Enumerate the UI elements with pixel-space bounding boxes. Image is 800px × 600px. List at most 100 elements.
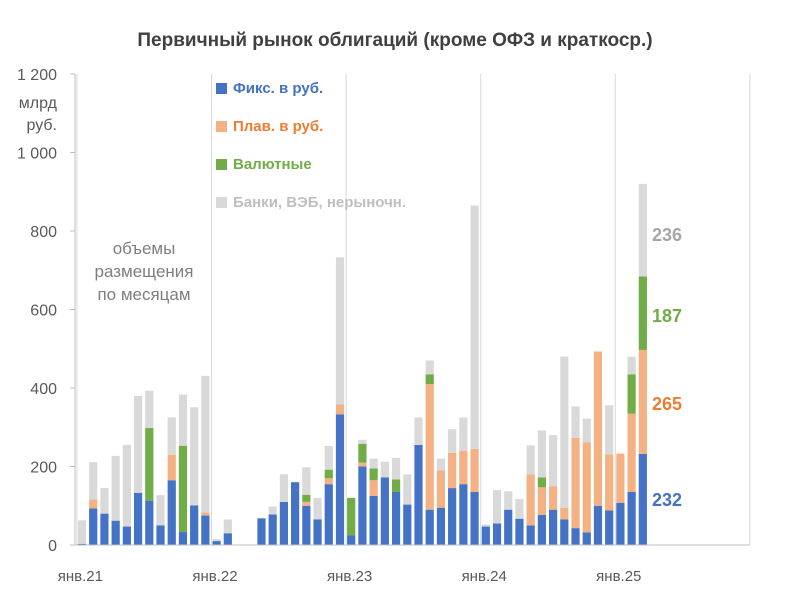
bar-currency-20 [302, 494, 311, 502]
bar-fixed-36 [481, 526, 490, 545]
bar-fixed-5 [133, 492, 143, 545]
bar-floating-22 [324, 478, 333, 485]
bar-fixed-47 [605, 510, 614, 545]
bar-floating-47 [605, 454, 614, 511]
bar-currency-31 [425, 374, 434, 385]
bar-fixed-8 [167, 480, 176, 545]
bar-other-23 [335, 257, 345, 405]
bar-other-42 [549, 435, 558, 487]
bar-fixed-9 [178, 532, 188, 545]
bar-other-12 [212, 539, 221, 542]
bar-fixed-28 [391, 492, 401, 545]
end-label-currency: 187 [652, 306, 682, 326]
x-tick-label: янв.24 [462, 568, 507, 585]
bar-other-49 [627, 356, 636, 375]
bars [77, 183, 647, 545]
bar-floating-46 [593, 351, 603, 506]
bar-fixed-2 [100, 513, 109, 545]
bar-other-10 [190, 407, 199, 506]
bar-floating-40 [526, 474, 535, 526]
bar-other-50 [638, 183, 647, 277]
annotation-line: объемы [113, 239, 176, 258]
bar-floating-31 [425, 384, 434, 510]
bar-other-7 [156, 495, 165, 526]
bar-fixed-27 [380, 477, 389, 545]
bar-fixed-40 [526, 525, 535, 545]
legend-swatch-currency [216, 159, 227, 170]
bar-fixed-43 [560, 519, 569, 545]
bar-floating-43 [560, 507, 569, 520]
bar-other-38 [504, 491, 513, 510]
bar-fixed-7 [156, 525, 165, 545]
bar-other-32 [436, 458, 446, 471]
bar-other-26 [369, 458, 378, 469]
bar-currency-26 [369, 468, 378, 481]
bar-fixed-30 [414, 444, 423, 545]
bar-fixed-49 [627, 492, 636, 545]
bar-other-11 [201, 375, 210, 513]
bar-other-17 [268, 506, 277, 515]
bar-other-36 [481, 524, 490, 527]
annotation-line: по месяцам [97, 285, 190, 304]
x-tick-label: янв.21 [58, 568, 103, 585]
legend-label-floating: Плав. в руб. [233, 118, 323, 135]
bar-fixed-39 [515, 518, 524, 545]
bar-fixed-35 [470, 492, 479, 545]
bar-floating-42 [549, 486, 558, 510]
y-axis-unit-label: млрд [19, 95, 58, 112]
bar-fixed-29 [403, 504, 412, 545]
bar-other-5 [133, 395, 143, 493]
bar-fixed-11 [201, 515, 210, 545]
bar-currency-50 [638, 276, 647, 350]
y-axis-unit-label: руб. [26, 117, 57, 134]
bar-other-6 [145, 390, 154, 429]
bar-currency-22 [324, 469, 333, 479]
bar-other-0 [77, 520, 87, 544]
bar-floating-32 [436, 470, 446, 508]
bar-floating-1 [89, 499, 98, 509]
legend-swatch-other [216, 197, 227, 208]
bar-other-35 [470, 205, 479, 449]
bar-floating-23 [335, 404, 345, 415]
bar-other-37 [492, 490, 502, 524]
y-tick-label: 1 000 [17, 146, 57, 163]
end-label-fixed: 232 [652, 490, 682, 510]
bar-other-30 [414, 417, 423, 445]
chart-title: Первичный рынок облигаций (кроме ОФЗ и к… [137, 30, 652, 51]
legend-label-currency: Валютные [233, 156, 312, 173]
bar-other-8 [167, 417, 176, 455]
x-tick-label: янв.25 [596, 568, 641, 585]
bar-currency-9 [178, 445, 188, 533]
bar-other-41 [537, 430, 546, 478]
bar-currency-41 [537, 477, 546, 488]
bar-fixed-16 [257, 518, 266, 545]
bar-fixed-37 [492, 523, 502, 545]
bar-fixed-21 [313, 519, 322, 545]
end-label-other: 236 [652, 225, 682, 245]
vertical-gridlines [76, 74, 751, 545]
bar-floating-26 [369, 480, 378, 496]
bar-fixed-13 [223, 533, 232, 545]
y-tick-label: 800 [30, 224, 57, 241]
x-tick-label: янв.23 [327, 568, 372, 585]
bar-fixed-33 [448, 488, 457, 545]
bar-floating-25 [358, 462, 367, 467]
bar-floating-44 [571, 437, 580, 529]
bar-fixed-6 [145, 500, 154, 545]
legend-label-fixed: Фикс. в руб. [233, 80, 323, 97]
bar-floating-33 [448, 452, 457, 489]
bar-fixed-46 [593, 505, 603, 545]
end-value-labels: 232 265 187 236 [652, 225, 682, 510]
bar-fixed-4 [122, 526, 131, 545]
bar-fixed-32 [436, 507, 446, 545]
bar-fixed-25 [358, 466, 367, 545]
bar-other-47 [605, 405, 614, 455]
y-tick-label: 0 [48, 538, 57, 555]
bar-other-25 [358, 439, 367, 444]
y-tick-label: 600 [30, 303, 57, 320]
bar-fixed-26 [369, 495, 378, 545]
bar-other-29 [403, 474, 412, 505]
bar-floating-11 [201, 512, 210, 516]
bar-fixed-42 [549, 509, 558, 545]
